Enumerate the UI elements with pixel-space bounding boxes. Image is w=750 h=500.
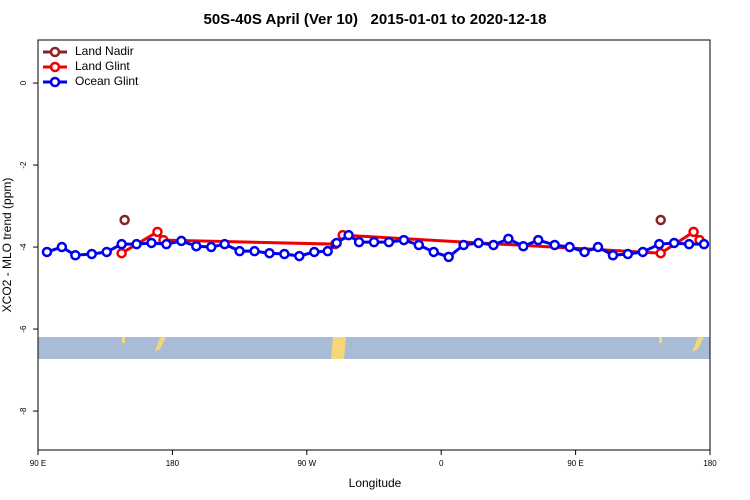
point [264,247,275,259]
point [343,229,354,241]
land-patch [692,337,704,352]
point [86,248,98,260]
point [413,239,425,251]
point [331,237,342,249]
legend-label: Ocean Glint [75,74,139,88]
point [116,247,127,259]
y-axis-label: XCO2 - MLO trend (ppm) [0,178,14,313]
point [668,237,680,249]
x-tick-label: 180 [703,459,717,468]
point [353,236,365,248]
point [655,214,666,226]
point [56,241,68,253]
point [152,226,163,238]
point [698,238,710,250]
point [70,250,81,261]
point [503,233,514,245]
point [428,246,439,258]
point [309,246,320,258]
point [549,239,560,251]
land-patches [122,337,704,359]
chart-title: 50S-40S April (Ver 10) 2015-01-01 to 202… [204,11,547,28]
point [119,214,130,226]
x-tick-label: 90 E [567,459,583,468]
point [592,241,604,253]
point [234,245,245,257]
point [533,234,544,246]
land-band [38,337,710,359]
x-tick-label: 90 W [297,459,316,468]
point [368,236,380,248]
legend-label: Land Glint [75,59,130,73]
point [161,238,172,250]
point [131,238,142,250]
point [146,237,157,249]
point [607,250,619,261]
y-tick-label: -8 [19,407,28,415]
point [279,248,290,260]
land-patch [155,337,166,352]
point [191,240,202,252]
x-axis-label: Longitude [349,476,402,490]
point [101,246,112,258]
point [683,238,695,250]
point [579,246,590,258]
x-tick-label: 0 [439,459,444,468]
legend-marker [49,61,61,73]
point [398,234,410,246]
land-patch [122,337,125,343]
point [637,246,649,258]
y-tick-label: -4 [19,243,28,251]
land-patch [331,337,346,359]
point [443,251,454,263]
point [564,241,575,253]
point [116,238,127,250]
point [294,250,305,262]
point [473,237,484,249]
y-tick-label: -2 [19,161,28,169]
point [488,239,499,251]
point [219,238,230,250]
land-patch [659,337,662,343]
series-line [46,233,705,259]
x-tick-label: 90 E [30,459,46,468]
point [176,235,187,247]
point [205,241,217,253]
plot-frame [37,39,711,451]
point [249,245,260,257]
point [653,238,665,250]
point [458,239,469,251]
legend-label: Land Nadir [75,44,134,58]
point [655,247,666,259]
legend-marker [49,46,61,58]
point [322,245,333,257]
point [622,248,634,260]
y-tick-label: -6 [19,325,28,333]
x-tick-label: 180 [166,459,180,468]
point [41,246,53,258]
point [688,226,699,238]
point [383,236,395,248]
legend-marker [49,76,61,88]
point [518,240,529,252]
y-tick-label: 0 [19,80,28,85]
